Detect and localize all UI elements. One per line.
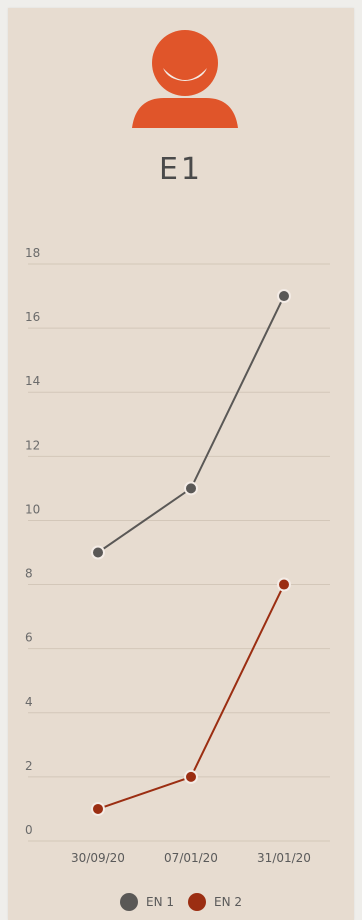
legend-swatch-en1	[119, 893, 138, 911]
line-chart: 0 2 4 6 8 10 12 14 16 18 30/09/20 07/01/20 31/01/20	[25, 246, 330, 865]
series-line-en1	[97, 295, 285, 554]
y-tick-label-0: 0	[25, 823, 33, 837]
user-avatar-icon	[132, 30, 238, 128]
chart-card	[8, 8, 354, 920]
data-point-en2-3	[277, 577, 291, 592]
x-tick-label-1: 30/09/20	[71, 851, 125, 865]
y-tick-label-10: 10	[25, 502, 40, 516]
x-tick-label-2: 07/01/20	[164, 851, 218, 865]
x-tick-label-3: 31/01/20	[257, 851, 311, 865]
data-point-en1-1	[91, 545, 105, 560]
y-tick-label-2: 2	[25, 759, 33, 773]
y-tick-label-8: 8	[25, 567, 33, 581]
data-point-en2-1	[91, 801, 105, 816]
legend-item-en2[interactable]: EN 2	[188, 893, 242, 911]
y-tick-label-6: 6	[25, 631, 33, 645]
y-tick-label-12: 12	[25, 438, 40, 452]
y-tick-label-4: 4	[25, 695, 33, 709]
data-point-en2-2	[184, 769, 198, 784]
y-tick-label-14: 14	[25, 374, 40, 388]
legend-swatch-en2	[188, 893, 206, 911]
legend-label-en2: EN 2	[214, 895, 243, 909]
chart-legend: EN 1 EN 2	[0, 893, 362, 911]
data-point-en1-3	[277, 289, 291, 304]
legend-item-en1[interactable]: EN 1	[119, 893, 174, 911]
y-tick-label-16: 16	[25, 310, 40, 324]
legend-label-en1: EN 1	[145, 895, 174, 909]
page-title: E1	[158, 152, 204, 187]
y-tick-label-18: 18	[25, 246, 40, 260]
data-point-en1-2	[184, 481, 198, 496]
